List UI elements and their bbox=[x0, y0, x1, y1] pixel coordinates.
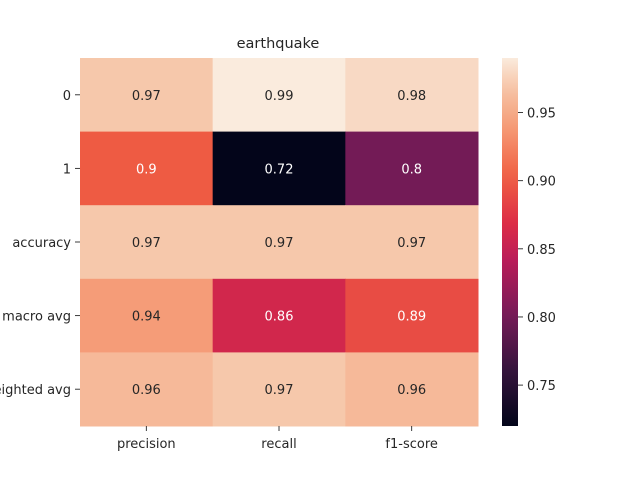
heatmap-cell bbox=[80, 352, 214, 427]
heatmap-cell bbox=[212, 205, 346, 280]
cell-value-label: 0.72 bbox=[265, 162, 294, 177]
cell-value-label: 0.96 bbox=[132, 383, 161, 398]
cell-value-label: 0.97 bbox=[265, 383, 294, 398]
cell-value-label: 0.97 bbox=[132, 236, 161, 251]
heatmap-cell bbox=[80, 278, 214, 353]
heatmap-cell bbox=[80, 205, 214, 280]
heatmap-cell bbox=[345, 131, 479, 206]
heatmap-cell bbox=[212, 278, 346, 353]
y-axis-ticks: 0 1 accuracy macro avg weighted avg bbox=[0, 89, 80, 398]
y-tick-label: macro avg bbox=[2, 310, 71, 325]
heatmap-cell bbox=[345, 278, 479, 353]
cell-value-label: 0.86 bbox=[265, 310, 294, 325]
cell-value-label: 0.89 bbox=[397, 310, 426, 325]
x-tick-label: precision bbox=[117, 437, 176, 452]
x-tick-label: recall bbox=[261, 437, 296, 452]
colorbar-ticks: 0.75 0.80 0.85 0.90 0.95 bbox=[518, 107, 556, 394]
cell-value-label: 0.94 bbox=[132, 310, 161, 325]
cell-value-label: 0.96 bbox=[397, 383, 426, 398]
colorbar bbox=[502, 58, 518, 426]
heatmap-cell bbox=[345, 205, 479, 280]
heatmap-cell bbox=[212, 352, 346, 427]
colorbar-tick-label: 0.85 bbox=[527, 243, 556, 258]
x-axis-ticks: precision recall f1-score bbox=[117, 426, 438, 452]
heatmap-cell bbox=[345, 352, 479, 427]
heatmap-cell bbox=[212, 131, 346, 206]
heatmap-cell bbox=[80, 58, 214, 133]
cell-value-label: 0.9 bbox=[136, 162, 157, 177]
cell-value-label: 0.97 bbox=[132, 89, 161, 104]
cell-value-label: 0.97 bbox=[265, 236, 294, 251]
heatmap-cell bbox=[212, 58, 346, 133]
y-tick-label: 1 bbox=[63, 162, 71, 177]
colorbar-tick-label: 0.75 bbox=[527, 379, 556, 394]
chart-title: earthquake bbox=[237, 36, 320, 52]
cell-value-label: 0.97 bbox=[397, 236, 426, 251]
colorbar-tick-label: 0.90 bbox=[527, 175, 556, 190]
colorbar-tick-label: 0.80 bbox=[527, 311, 556, 326]
x-tick-label: f1-score bbox=[385, 437, 437, 452]
y-tick-label: 0 bbox=[63, 89, 71, 104]
heatmap-cell bbox=[345, 58, 479, 133]
colorbar-tick-label: 0.95 bbox=[527, 107, 556, 122]
heatmap-cells bbox=[80, 58, 479, 427]
cell-value-label: 0.8 bbox=[401, 162, 422, 177]
cell-value-label: 0.98 bbox=[397, 89, 426, 104]
y-tick-label: weighted avg bbox=[0, 383, 71, 398]
y-tick-label: accuracy bbox=[12, 236, 71, 251]
heatmap-cell bbox=[80, 131, 214, 206]
cell-value-label: 0.99 bbox=[265, 89, 294, 104]
heatmap-cell-labels: 0.97 0.99 0.98 0.9 0.72 0.8 0.97 0.97 0.97 0.94 0.… bbox=[132, 89, 426, 398]
